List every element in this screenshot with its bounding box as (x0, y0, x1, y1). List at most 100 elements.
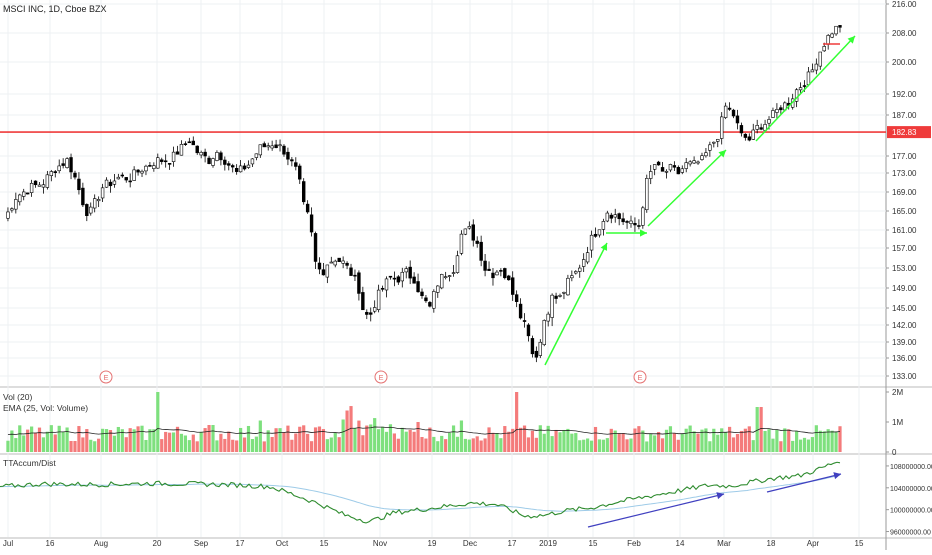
candle-body (388, 275, 393, 278)
candle-body (779, 107, 783, 111)
volume-bar (373, 418, 377, 452)
volume-bar (266, 430, 270, 452)
candle-body (510, 277, 515, 295)
candle-body (128, 180, 132, 183)
candle-body (680, 168, 684, 173)
volume-bar (317, 426, 322, 452)
candle-body (798, 87, 803, 91)
volume-bar (286, 425, 290, 452)
accum-trend-arrow (766, 473, 842, 493)
candle-body (597, 229, 602, 236)
volume-bar (73, 441, 77, 452)
candle-body (175, 151, 180, 155)
volume-bar (597, 439, 602, 452)
volume-bar (727, 426, 732, 452)
volume-bar (795, 430, 799, 452)
volume-bar (152, 429, 156, 452)
candle-body (432, 291, 436, 309)
volume-bar (313, 427, 318, 452)
candle-body (416, 281, 420, 293)
candle-body (447, 275, 452, 277)
candle-body (605, 212, 610, 222)
candle-body (396, 276, 401, 283)
candle-body (254, 153, 259, 158)
trend-arrow (647, 149, 727, 227)
earnings-marker (99, 370, 113, 384)
volume-bar (250, 439, 255, 452)
volume-bar (526, 437, 531, 452)
candle-body (85, 204, 89, 217)
volume-bar (672, 433, 676, 452)
volume-bar (380, 426, 385, 452)
volume-bar (132, 429, 136, 452)
volume-bars (6, 392, 842, 452)
candle-body (810, 69, 815, 73)
volume-bar (763, 430, 767, 452)
volume-bar (140, 425, 144, 452)
candle-body (57, 165, 61, 172)
candle-body (81, 187, 85, 206)
candle-body (152, 165, 156, 169)
volume-bar (838, 426, 842, 452)
candle-body (179, 144, 184, 156)
candle-body (242, 165, 247, 170)
volume-panel (6, 392, 842, 452)
candle-body (660, 167, 665, 172)
accum-dist-panel (0, 461, 842, 528)
volume-bar (696, 433, 700, 452)
volume-bar (570, 433, 574, 452)
volume-bar (802, 437, 807, 452)
volume-bar (428, 427, 432, 452)
volume-bar (100, 428, 105, 452)
volume-bar (6, 440, 10, 452)
candle-body (755, 124, 759, 130)
volume-bar (235, 440, 239, 452)
time-axis-label: Feb (627, 539, 641, 548)
candle-body (609, 214, 613, 219)
candle-body (341, 260, 345, 264)
volume-bar (22, 435, 26, 452)
candle-body (589, 234, 594, 251)
candle-body (499, 270, 503, 272)
candle-body (708, 144, 712, 151)
candle-body (546, 313, 550, 322)
candle-body (301, 181, 306, 203)
volume-bar (826, 429, 830, 452)
candle-body (412, 276, 416, 284)
volume-bar (463, 438, 467, 452)
volume-bar (558, 432, 562, 452)
candle-body (514, 294, 519, 302)
candle-body (238, 165, 243, 173)
volume-bar (124, 437, 128, 452)
volume-bar (345, 410, 349, 452)
candle-body (443, 276, 448, 278)
candle-body (712, 141, 716, 144)
candle-body (585, 252, 590, 263)
candle-body (400, 271, 404, 282)
volume-bar (676, 439, 680, 452)
volume-bar (767, 429, 771, 452)
candle-body (65, 158, 69, 168)
candle-body (826, 35, 830, 45)
accum-axis-label: 104000000.00 (890, 486, 932, 493)
candle-body (369, 312, 373, 315)
candle-body (337, 257, 341, 262)
candle-body (692, 160, 696, 164)
volume-bar (294, 433, 298, 452)
volume-bar (33, 432, 38, 452)
candle-body (199, 151, 203, 156)
trend-arrow (544, 242, 608, 366)
candle-body (140, 170, 144, 174)
price-axis-label: 165.00 (892, 207, 917, 216)
volume-bar (45, 431, 49, 452)
candle-body (601, 221, 606, 230)
candle-body (767, 119, 771, 124)
candle-body (353, 274, 357, 277)
volume-bar (783, 428, 787, 452)
time-axis-label: Dec (463, 539, 477, 548)
volume-bar (298, 426, 302, 452)
candle-body (49, 171, 54, 176)
volume-bar (609, 428, 613, 452)
volume-bar (81, 437, 85, 452)
